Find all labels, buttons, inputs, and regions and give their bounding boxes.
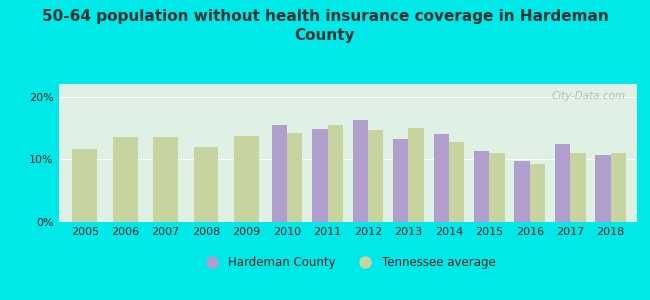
Bar xyxy=(570,153,586,222)
Bar xyxy=(352,120,368,222)
Bar xyxy=(113,137,138,222)
Bar xyxy=(595,155,611,222)
Bar xyxy=(434,134,449,222)
Bar xyxy=(555,144,570,222)
Bar xyxy=(73,148,97,222)
Bar xyxy=(514,161,530,222)
Text: City-Data.com: City-Data.com xyxy=(551,91,625,101)
Bar xyxy=(328,125,343,222)
Bar xyxy=(530,164,545,222)
Bar xyxy=(287,133,302,222)
Bar xyxy=(474,151,489,222)
Text: 50-64 population without health insurance coverage in Hardeman
County: 50-64 population without health insuranc… xyxy=(42,9,608,43)
Bar xyxy=(393,139,408,222)
Bar xyxy=(449,142,464,222)
Bar xyxy=(611,153,626,222)
Bar xyxy=(234,136,259,222)
Bar xyxy=(368,130,384,222)
Legend: Hardeman County, Tennessee average: Hardeman County, Tennessee average xyxy=(195,252,500,274)
Bar xyxy=(312,129,328,222)
Bar xyxy=(489,153,504,222)
Bar xyxy=(194,147,218,222)
Bar xyxy=(153,137,178,222)
Bar xyxy=(408,128,424,222)
Bar xyxy=(272,125,287,222)
